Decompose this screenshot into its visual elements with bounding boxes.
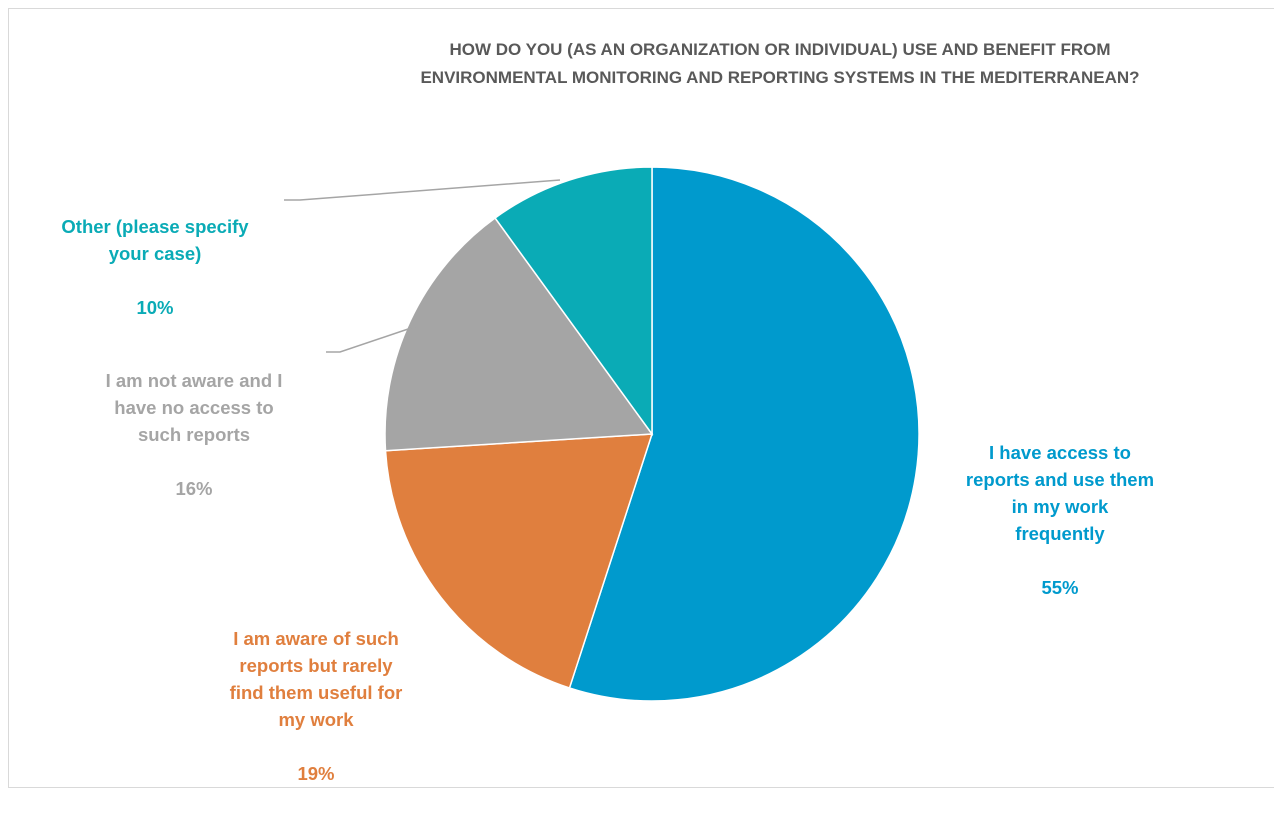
slice-label-aware-rarely: I am aware of such reports but rarely fi… xyxy=(229,628,403,730)
data-label-aware-rarely: I am aware of such reports but rarely fi… xyxy=(186,598,446,814)
slice-value-aware-rarely: 19% xyxy=(297,763,335,784)
chart-title-line-2: ENVIRONMENTAL MONITORING AND REPORTING S… xyxy=(420,68,1140,87)
slice-other xyxy=(494,166,653,437)
data-label-access-frequently: I have access to reports and use them in… xyxy=(940,412,1180,628)
data-label-other: Other (please specify your case) 10% xyxy=(30,186,280,348)
slice-value-not-aware: 16% xyxy=(175,478,213,499)
leader-line-not-aware xyxy=(326,325,418,353)
pie-chart xyxy=(284,166,920,702)
slice-access-frequently xyxy=(568,166,920,702)
pie-slices xyxy=(384,166,920,702)
slice-label-not-aware: I am not aware and I have no access to s… xyxy=(105,370,283,445)
slice-aware-rarely xyxy=(384,433,654,689)
chart-title: HOW DO YOU (AS AN ORGANIZATION OR INDIVI… xyxy=(280,36,1274,92)
slice-label-access-frequently: I have access to reports and use them in… xyxy=(965,442,1155,544)
slice-value-access-frequently: 55% xyxy=(1041,577,1079,598)
slice-label-other: Other (please specify your case) xyxy=(61,216,249,264)
slice-value-other: 10% xyxy=(136,297,174,318)
chart-title-line-1: HOW DO YOU (AS AN ORGANIZATION OR INDIVI… xyxy=(449,40,1111,59)
slice-not-aware xyxy=(384,216,654,452)
leader-line-other xyxy=(284,179,561,201)
leader-lines xyxy=(284,179,561,353)
data-label-not-aware: I am not aware and I have no access to s… xyxy=(64,340,324,529)
